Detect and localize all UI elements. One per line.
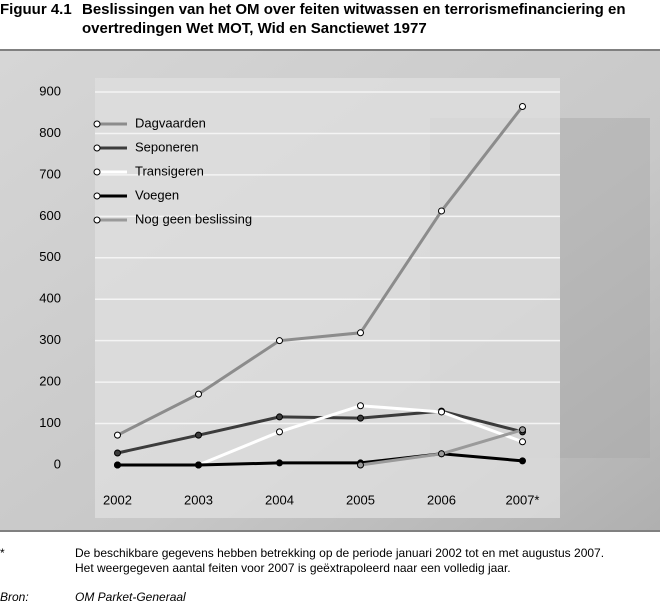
- legend-marker: [93, 120, 101, 128]
- point: [357, 461, 364, 469]
- y-tick-label: 500: [39, 249, 61, 264]
- footnote-line: De beschikbare gegevens hebben betrekkin…: [75, 546, 605, 560]
- x-tick-label: 2006: [427, 492, 456, 507]
- point: [438, 207, 445, 215]
- chart-title: Beslissingen van het OM over feiten witw…: [82, 1, 626, 37]
- x-tick-label: 2004: [265, 492, 294, 507]
- point: [276, 413, 283, 421]
- plot-area: [95, 78, 560, 518]
- x-tick-label: 2002: [103, 492, 132, 507]
- y-tick-label: 900: [39, 83, 61, 98]
- point: [519, 103, 526, 111]
- legend-label: Seponeren: [135, 139, 199, 154]
- footnote-line: Het weergegeven aantal feiten voor 2007 …: [75, 561, 511, 575]
- y-tick-label: 100: [39, 415, 61, 430]
- point: [195, 431, 202, 439]
- point: [438, 450, 445, 458]
- title-block: Figuur 4.1 Beslissingen van het OM over f…: [0, 0, 660, 38]
- plot: 0 100 200 300 400 500 600 700 800 900 2002 2003 2004…: [39, 83, 560, 507]
- x-tick-label: 2005: [346, 492, 375, 507]
- y-tick-label: 200: [39, 374, 61, 389]
- y-tick-label: 700: [39, 166, 61, 181]
- figure-label: Figuur 4.1: [0, 1, 72, 18]
- source-label: Bron:: [0, 590, 29, 604]
- point: [276, 459, 283, 467]
- point: [195, 390, 202, 398]
- point: [357, 414, 364, 422]
- y-tick-label: 300: [39, 332, 61, 347]
- point: [357, 402, 364, 410]
- point: [519, 438, 526, 446]
- point: [276, 337, 283, 345]
- legend-label: Voegen: [135, 187, 179, 202]
- legend-label: Nog geen beslissing: [135, 211, 252, 226]
- legend-label: Transigeren: [135, 163, 204, 178]
- chart: 0 100 200 300 400 500 600 700 800 900 2002 2003 2004…: [0, 49, 660, 532]
- series-line: [116, 105, 524, 437]
- y-tick-label: 800: [39, 125, 61, 140]
- point: [519, 426, 526, 434]
- point: [114, 449, 121, 457]
- y-tick-label: 600: [39, 208, 61, 223]
- series-line: [117, 452, 523, 467]
- y-tick-label: 0: [54, 456, 61, 471]
- legend-marker: [93, 216, 101, 224]
- point: [519, 457, 526, 465]
- point: [114, 461, 121, 469]
- point: [114, 431, 121, 439]
- y-tick-label: 400: [39, 291, 61, 306]
- legend-label: Dagvaarden: [135, 115, 206, 130]
- legend-marker: [93, 168, 101, 176]
- x-tick-label: 2007*: [506, 492, 540, 507]
- point: [195, 461, 202, 469]
- footnote-marker: *: [0, 546, 5, 560]
- source-text: OM Parket-Generaal: [75, 590, 186, 604]
- legend-marker: [93, 192, 101, 200]
- x-tick-label: 2003: [184, 492, 213, 507]
- point: [438, 408, 445, 416]
- point: [357, 329, 364, 337]
- point: [276, 428, 283, 436]
- legend-marker: [93, 144, 101, 152]
